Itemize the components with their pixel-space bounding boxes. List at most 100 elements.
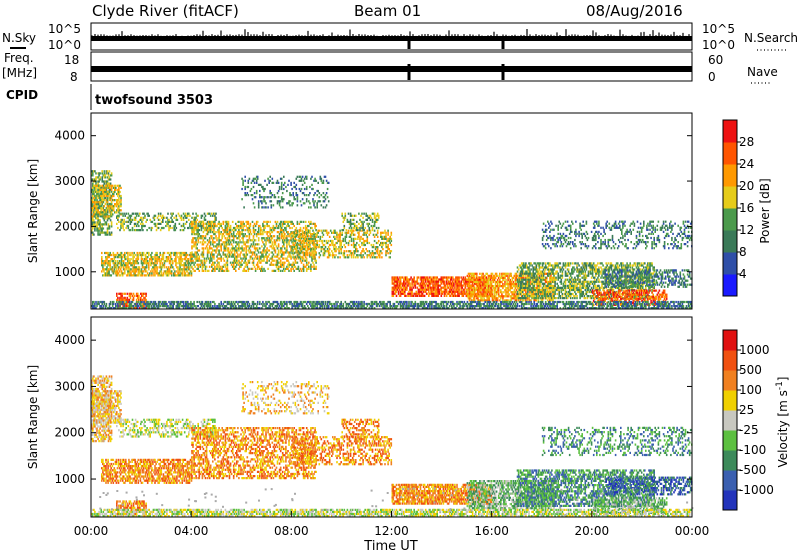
scatter-cell bbox=[358, 222, 360, 225]
scatter-cell bbox=[158, 272, 160, 275]
scatter-cell bbox=[202, 220, 205, 223]
scatter-cell bbox=[268, 237, 270, 240]
scatter-cell bbox=[302, 241, 305, 244]
scatter-cell bbox=[118, 186, 120, 189]
scatter-cell bbox=[490, 295, 493, 298]
scatter-cell bbox=[198, 220, 201, 223]
scatter-cell bbox=[392, 282, 395, 285]
scatter-cell bbox=[103, 176, 106, 179]
scatter-cell bbox=[502, 299, 504, 302]
scatter-cell bbox=[391, 282, 394, 285]
scatter-cell bbox=[293, 235, 295, 238]
scatter-cell bbox=[108, 262, 110, 265]
scatter-cell bbox=[201, 237, 204, 240]
scatter-cell bbox=[313, 265, 315, 268]
scatter-cell bbox=[103, 182, 106, 185]
scatter-cell bbox=[312, 252, 314, 255]
scatter-cell bbox=[433, 284, 435, 287]
scatter-cell bbox=[279, 224, 282, 228]
scatter-cell bbox=[385, 241, 387, 245]
scatter-cell bbox=[211, 224, 213, 228]
scatter-cell bbox=[464, 276, 467, 279]
scatter-cell bbox=[114, 256, 117, 259]
scatter-cell bbox=[314, 256, 316, 259]
scatter-cell bbox=[419, 286, 422, 289]
scatter-cell bbox=[247, 239, 250, 242]
scatter-cell bbox=[397, 284, 400, 287]
scatter-cell bbox=[191, 226, 193, 230]
scatter-cell bbox=[132, 266, 134, 269]
scatter-cell bbox=[207, 257, 210, 260]
scatter-cell bbox=[98, 229, 100, 232]
scatter-cell bbox=[130, 264, 132, 267]
scatter-cell bbox=[414, 286, 417, 289]
scatter-cell bbox=[472, 293, 475, 296]
scatter-cell bbox=[173, 226, 175, 230]
scatter-cell bbox=[269, 245, 271, 248]
scatter-cell bbox=[466, 285, 469, 288]
scatter-cell bbox=[248, 224, 251, 228]
scatter-cell bbox=[314, 233, 316, 236]
scatter-cell bbox=[145, 258, 148, 261]
scatter-cell bbox=[95, 182, 97, 185]
scatter-cell bbox=[298, 229, 301, 232]
scatter-cell bbox=[482, 289, 484, 292]
scatter-cell bbox=[366, 237, 369, 240]
scatter-cell bbox=[341, 214, 343, 217]
scatter-cell bbox=[206, 229, 209, 232]
scatter-cell bbox=[504, 274, 506, 277]
scatter-cell bbox=[153, 214, 156, 217]
scatter-cell bbox=[406, 276, 408, 279]
scatter-cell bbox=[189, 264, 192, 267]
scatter-cell bbox=[292, 261, 294, 264]
scatter-cell bbox=[208, 226, 211, 230]
scatter-cell bbox=[264, 224, 266, 228]
scatter-cell bbox=[286, 237, 288, 240]
scatter-cell bbox=[222, 265, 225, 268]
scatter-cell bbox=[108, 215, 111, 218]
scatter-cell bbox=[243, 253, 245, 256]
scatter-cell bbox=[303, 237, 306, 240]
scatter-cell bbox=[279, 251, 282, 254]
scatter-cell bbox=[193, 216, 195, 219]
scatter-cell bbox=[126, 305, 129, 308]
scatter-cell bbox=[458, 294, 460, 297]
scatter-cell bbox=[233, 235, 236, 238]
scatter-cell bbox=[97, 184, 99, 187]
scatter-cell bbox=[128, 260, 130, 263]
scatter-cell bbox=[108, 178, 111, 181]
scatter-cell bbox=[101, 207, 103, 210]
scatter-cell bbox=[122, 305, 124, 308]
scatter-cell bbox=[401, 284, 404, 287]
scatter-cell bbox=[341, 246, 343, 249]
scatter-cell bbox=[195, 226, 197, 230]
scatter-cell bbox=[485, 272, 487, 275]
scatter-cell bbox=[447, 282, 450, 285]
scatter-cell bbox=[283, 267, 285, 270]
scatter-cell bbox=[393, 286, 396, 289]
scatter-cell bbox=[218, 237, 220, 240]
scatter-cell bbox=[244, 261, 246, 264]
scatter-cell bbox=[138, 251, 141, 255]
scatter-cell bbox=[146, 272, 149, 275]
scatter-cell bbox=[161, 256, 164, 259]
scatter-cell bbox=[107, 182, 110, 185]
scatter-cell bbox=[437, 280, 439, 283]
scatter-cell bbox=[178, 270, 180, 273]
scatter-cell bbox=[409, 286, 411, 289]
scatter-cell bbox=[110, 209, 113, 212]
scatter-cell bbox=[470, 274, 473, 277]
scatter-cell bbox=[228, 229, 231, 232]
scatter-cell bbox=[432, 276, 434, 279]
scatter-cell bbox=[120, 266, 123, 269]
scatter-cell bbox=[105, 221, 108, 224]
scatter-cell bbox=[328, 235, 331, 238]
scatter-cell bbox=[333, 231, 335, 234]
scatter-cell bbox=[159, 212, 162, 215]
scatter-cell bbox=[91, 217, 93, 220]
scatter-cell bbox=[93, 190, 95, 193]
scatter-cell bbox=[121, 256, 124, 259]
scatter-cell bbox=[294, 241, 297, 245]
scatter-cell bbox=[149, 218, 151, 221]
scatter-cell bbox=[509, 285, 511, 288]
